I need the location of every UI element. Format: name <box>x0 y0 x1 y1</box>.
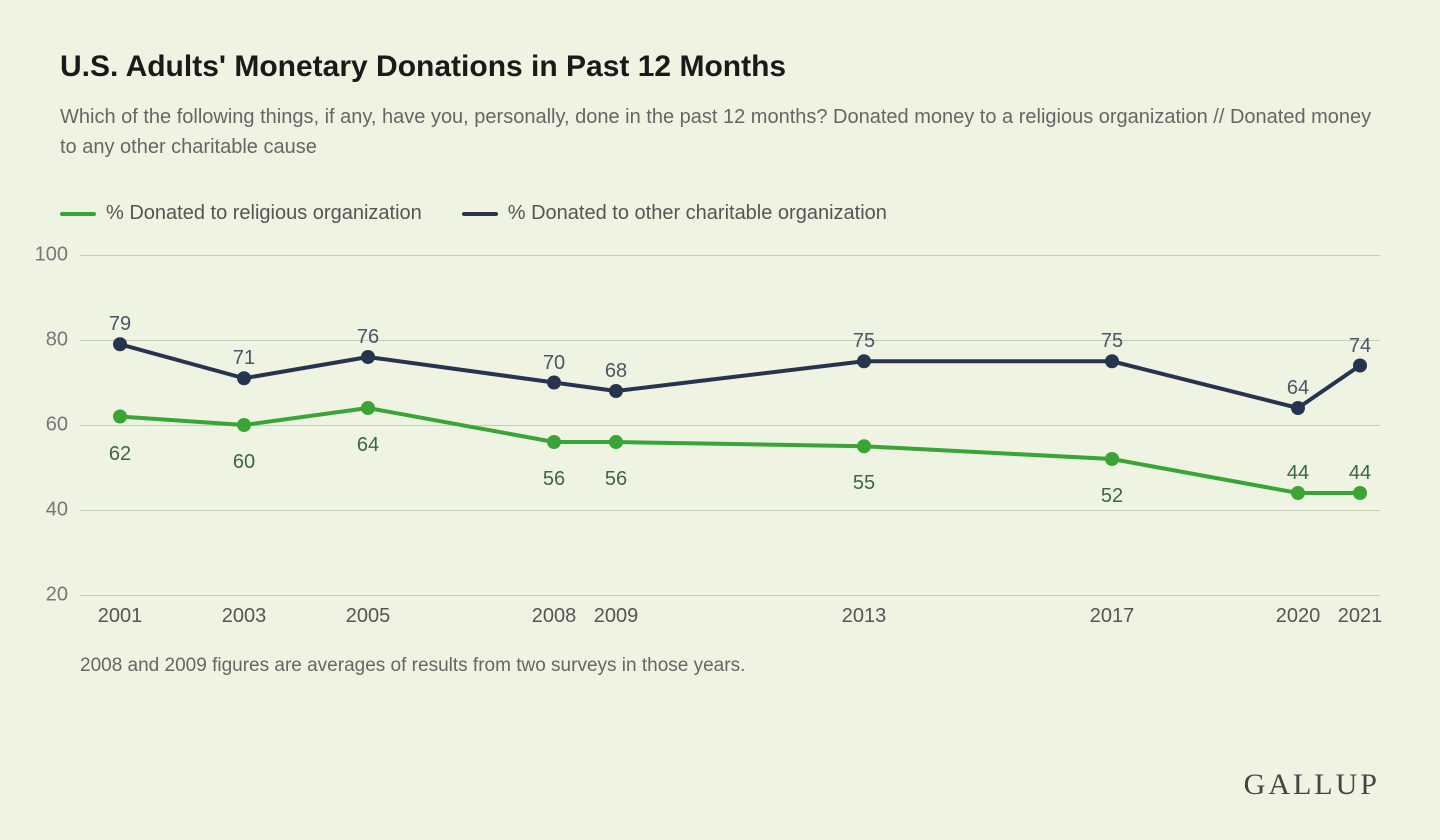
data-label-religious: 44 <box>1287 462 1309 485</box>
legend: % Donated to religious organization % Do… <box>60 202 1380 225</box>
data-label-other_charitable: 71 <box>233 347 255 370</box>
chart-container: U.S. Adults' Monetary Donations in Past … <box>0 0 1440 840</box>
data-point-religious <box>1353 486 1367 500</box>
data-label-religious: 60 <box>233 451 255 474</box>
x-axis-label: 2009 <box>594 605 639 628</box>
data-label-other_charitable: 70 <box>543 352 565 375</box>
data-label-other_charitable: 64 <box>1287 377 1309 400</box>
chart-footnote: 2008 and 2009 figures are averages of re… <box>80 655 1380 677</box>
y-axis-label: 100 <box>35 244 68 267</box>
data-label-other_charitable: 76 <box>357 326 379 349</box>
x-axis-label: 2017 <box>1090 605 1135 628</box>
x-axis-label: 2005 <box>346 605 391 628</box>
data-point-other_charitable <box>1291 401 1305 415</box>
series-line-religious <box>120 408 1360 493</box>
brand-logo: GALLUP <box>1244 768 1380 802</box>
data-point-religious <box>547 435 561 449</box>
data-point-religious <box>1291 486 1305 500</box>
data-point-other_charitable <box>609 384 623 398</box>
data-point-religious <box>609 435 623 449</box>
data-label-religious: 56 <box>605 468 627 491</box>
y-axis-label: 60 <box>46 414 68 437</box>
data-point-other_charitable <box>237 371 251 385</box>
gridline <box>80 595 1380 596</box>
x-axis-label: 2013 <box>842 605 887 628</box>
plot-area: 2040608010020012003200520082009201320172… <box>80 255 1380 595</box>
legend-item-other: % Donated to other charitable organizati… <box>462 202 887 225</box>
data-point-other_charitable <box>857 354 871 368</box>
data-label-religious: 62 <box>109 443 131 466</box>
x-axis-label: 2021 <box>1338 605 1383 628</box>
legend-label-other: % Donated to other charitable organizati… <box>508 202 887 225</box>
data-label-religious: 44 <box>1349 462 1371 485</box>
data-label-other_charitable: 75 <box>853 330 875 353</box>
data-label-religious: 64 <box>357 434 379 457</box>
data-point-religious <box>113 410 127 424</box>
x-axis-label: 2020 <box>1276 605 1321 628</box>
legend-swatch-other <box>462 212 498 216</box>
data-label-religious: 52 <box>1101 485 1123 508</box>
y-axis-label: 80 <box>46 329 68 352</box>
data-point-other_charitable <box>361 350 375 364</box>
data-label-religious: 55 <box>853 472 875 495</box>
x-axis-label: 2008 <box>532 605 577 628</box>
chart-title: U.S. Adults' Monetary Donations in Past … <box>60 50 1380 84</box>
data-point-religious <box>1105 452 1119 466</box>
chart-subtitle: Which of the following things, if any, h… <box>60 102 1380 162</box>
data-point-religious <box>857 439 871 453</box>
legend-label-religious: % Donated to religious organization <box>106 202 422 225</box>
data-label-other_charitable: 79 <box>109 313 131 336</box>
data-point-other_charitable <box>113 337 127 351</box>
y-axis-label: 40 <box>46 499 68 522</box>
data-label-other_charitable: 75 <box>1101 330 1123 353</box>
data-point-other_charitable <box>1353 359 1367 373</box>
data-label-religious: 56 <box>543 468 565 491</box>
y-axis-label: 20 <box>46 584 68 607</box>
x-axis-label: 2001 <box>98 605 143 628</box>
x-axis-label: 2003 <box>222 605 267 628</box>
legend-item-religious: % Donated to religious organization <box>60 202 422 225</box>
data-label-other_charitable: 68 <box>605 360 627 383</box>
data-point-other_charitable <box>547 376 561 390</box>
chart-svg <box>80 255 1380 595</box>
data-point-religious <box>237 418 251 432</box>
data-point-religious <box>361 401 375 415</box>
data-point-other_charitable <box>1105 354 1119 368</box>
legend-swatch-religious <box>60 212 96 216</box>
series-line-other_charitable <box>120 344 1360 408</box>
data-label-other_charitable: 74 <box>1349 335 1371 358</box>
